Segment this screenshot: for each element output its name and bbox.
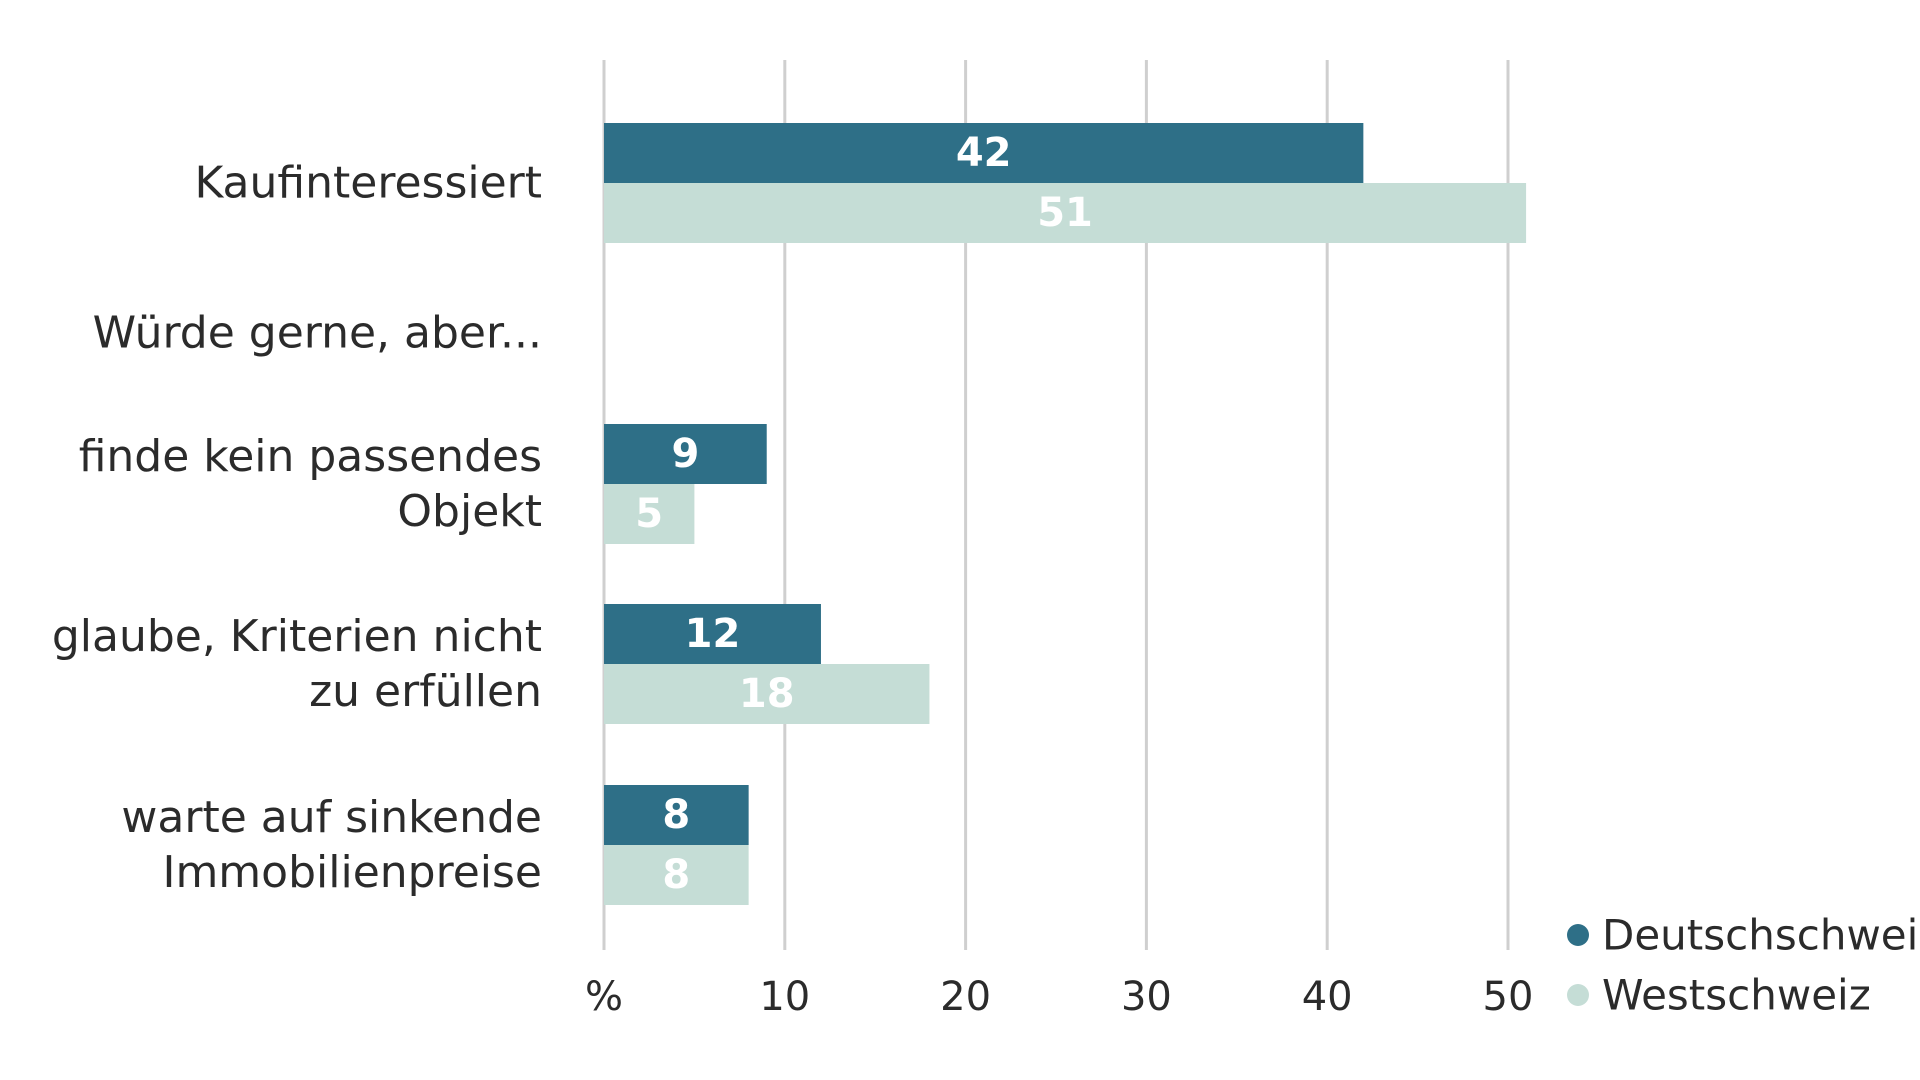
bars: 42 51 95 12 18 8 8: [604, 123, 1527, 905]
data-label-deutschschweiz-0: 42: [956, 130, 1012, 176]
bar-deutschschweiz-0: [604, 123, 1364, 183]
legend: Deutschschweiz Westschweiz: [1567, 911, 1920, 1020]
bar-deutschschweiz-3: [604, 604, 821, 664]
x-tick-label-5: 50: [1483, 974, 1534, 1020]
x-axis-ticks: % 10 20 30 40 50: [585, 974, 1533, 1020]
category-label-4-1: Immobilienpreise: [162, 847, 542, 898]
category-label-1-0: Würde gerne, aber...: [93, 308, 542, 359]
data-label-westschweiz-3: 18: [739, 671, 795, 717]
x-tick-label-4: 40: [1302, 974, 1353, 1020]
data-label-westschweiz-2: 5: [635, 491, 663, 537]
legend-marker-deutschschweiz: [1567, 924, 1589, 946]
bar-westschweiz-2: [604, 484, 695, 544]
data-label-deutschschweiz-3: 12: [685, 611, 741, 657]
bar-deutschschweiz-2: [604, 424, 767, 484]
legend-marker-westschweiz: [1567, 984, 1589, 1006]
x-tick-label-1: 10: [759, 974, 810, 1020]
data-label-deutschschweiz-2: 9: [671, 431, 699, 477]
legend-label-westschweiz: Westschweiz: [1602, 971, 1871, 1020]
category-label-2-0: finde kein passendes: [79, 431, 542, 482]
bar-westschweiz-3: [604, 664, 930, 724]
legend-label-deutschschweiz: Deutschschweiz: [1602, 911, 1920, 960]
category-label-0-0: Kaufinteressiert: [194, 158, 542, 209]
data-label-westschweiz-4: 8: [662, 852, 690, 898]
bar-westschweiz-4: [604, 845, 749, 905]
bar-westschweiz-0: [604, 183, 1527, 243]
bar-deutschschweiz-4: [604, 785, 749, 845]
x-tick-label-2: 20: [940, 974, 991, 1020]
category-label-4-0: warte auf sinkende: [121, 792, 542, 843]
category-label-2-1: Objekt: [397, 486, 542, 537]
category-label-3-0: glaube, Kriterien nicht: [52, 611, 542, 662]
x-tick-label-3: 30: [1121, 974, 1172, 1020]
x-tick-label-0: %: [585, 974, 623, 1020]
data-label-westschweiz-0: 51: [1037, 190, 1093, 236]
data-label-deutschschweiz-4: 8: [662, 792, 690, 838]
category-label-3-1: zu erfüllen: [309, 666, 542, 717]
category-labels: Kaufinteressiert Würde gerne, aber... find…: [52, 158, 542, 899]
